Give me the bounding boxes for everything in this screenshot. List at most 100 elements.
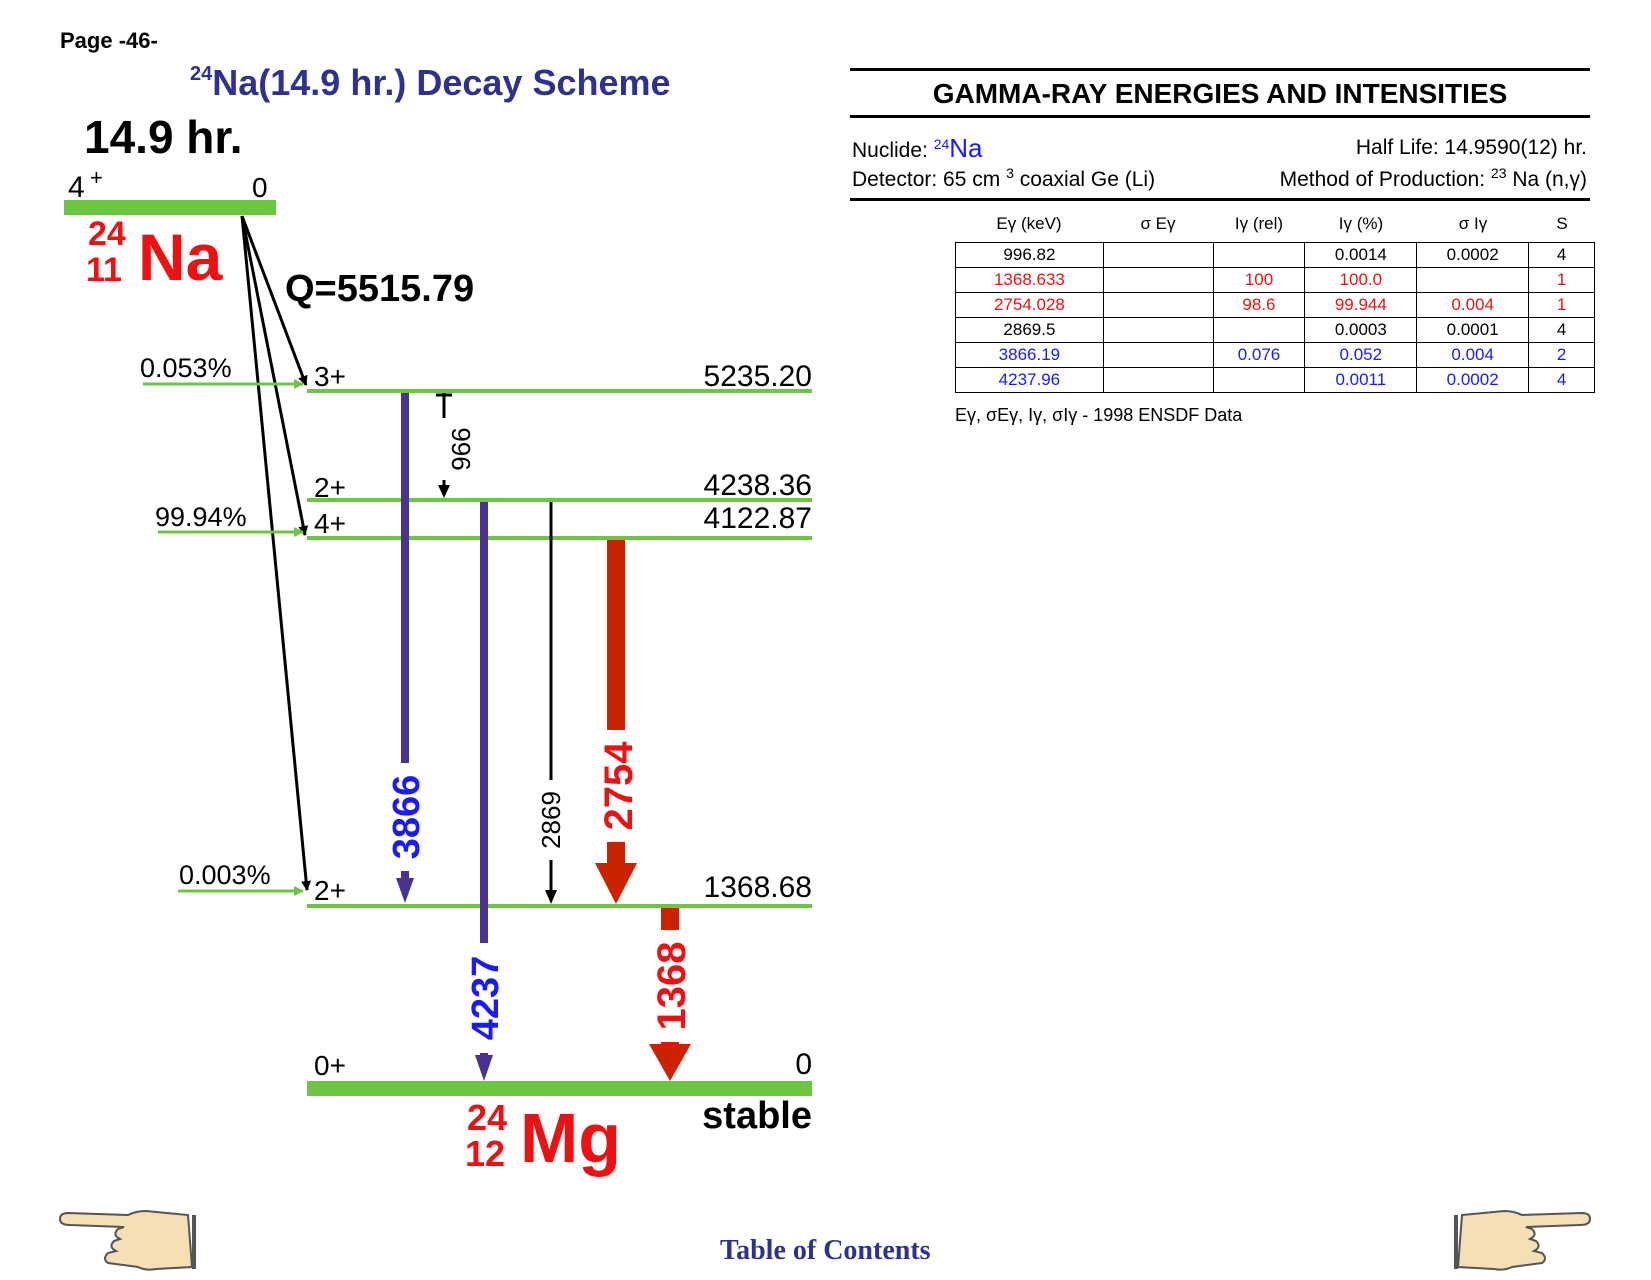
production-label: Method of Production:	[1279, 168, 1491, 191]
parent-energy: 0	[252, 172, 268, 203]
previous-page-button[interactable]	[58, 1205, 198, 1280]
cell-intensity-uncertainty: 0.0001	[1416, 317, 1530, 343]
gamma-2869-label-bg	[536, 780, 566, 860]
gamma-table: 996.82 0.0014 0.0002 4 1368.633 100 100.0 1 2754…	[955, 242, 1595, 393]
cell-intensity-pct: 0.052	[1304, 342, 1418, 368]
level-4238-energy: 4238.36	[704, 469, 812, 502]
cell-energy-uncertainty	[1102, 267, 1214, 293]
cell-energy-uncertainty	[1102, 367, 1214, 393]
detector-type: coaxial Ge (Li)	[1013, 168, 1156, 191]
nuclide-value: 24Na	[933, 133, 983, 163]
q-value: Q=5515.79	[285, 268, 474, 310]
title-nuclide: Na(14.9 hr.)	[212, 62, 407, 103]
cell-intensity-uncertainty	[1416, 267, 1530, 293]
info-bottom-rule	[850, 198, 1590, 201]
header-intensity-pct: Iγ (%)	[1338, 214, 1384, 233]
detector-superscript: 3	[1006, 165, 1014, 181]
table-row: 4237.96 0.0011 0.0002 4	[955, 367, 1595, 393]
level-4122-spin: 4+	[314, 508, 346, 539]
cell-intensity-uncertainty: 0.0002	[1416, 242, 1530, 268]
level-4122	[307, 536, 812, 540]
daughter-mass-number: 24	[467, 1097, 507, 1138]
nuclide-symbol: Na	[949, 133, 983, 163]
header-energy-uncertainty: σ Eγ	[1140, 214, 1176, 233]
decay-scheme-diagram: 14.9 hr. 4 + 0 24 11 Na Q=5515.79 0.053%…	[64, 111, 812, 1177]
decay-scheme-title: 24Na(14.9 hr.) Decay Scheme	[190, 62, 671, 104]
gamma-table-body: 996.82 0.0014 0.0002 4 1368.633 100 100.0 1 2754…	[955, 242, 1595, 393]
ground-spin: 0+	[314, 1050, 346, 1081]
cell-energy: 2869.5	[955, 317, 1104, 343]
gamma-4237-arrowhead	[475, 1055, 493, 1081]
header-intensity-rel: Iγ (rel)	[1234, 214, 1284, 233]
production-info: Method of Production: 23 Na (n,γ)	[1280, 165, 1587, 192]
parent-symbol: Na	[138, 220, 224, 294]
gamma-3866-line	[401, 393, 409, 878]
cell-energy-uncertainty	[1102, 342, 1214, 368]
table-top-rule	[850, 68, 1590, 71]
beta-line-to-5235	[240, 215, 308, 386]
page-number: Page -46-	[60, 28, 158, 53]
gamma-4237-label: 4237	[465, 956, 507, 1041]
cell-energy-uncertainty	[1102, 292, 1214, 318]
header-s: S	[1556, 214, 1568, 233]
beta-line-to-1368	[240, 215, 312, 891]
level-4238	[307, 498, 812, 502]
ground-status: stable	[702, 1095, 812, 1137]
branch-ratio-5235: 0.053%	[140, 353, 232, 383]
branch-ratio-4122: 99.94%	[155, 502, 247, 532]
nuclide-label: Nuclide:	[852, 139, 934, 162]
cell-energy: 996.82	[955, 242, 1104, 268]
gamma-996-arrowhead	[438, 485, 450, 498]
detector-info: Detector: 65 cm 3 coaxial Ge (Li)	[852, 165, 1155, 192]
cell-s: 4	[1528, 367, 1595, 393]
level-5235-spin: 3+	[314, 361, 346, 392]
ground-energy: 0	[795, 1048, 812, 1081]
title-suffix: Decay Scheme	[416, 62, 671, 103]
cell-intensity-pct: 0.0014	[1304, 242, 1418, 268]
table-row: 2869.5 0.0003 0.0001 4	[955, 317, 1595, 343]
header-energy: Eγ (keV)	[996, 214, 1062, 233]
cell-intensity-uncertainty: 0.0002	[1416, 367, 1530, 393]
table-of-contents-link[interactable]: Table of Contents	[720, 1235, 931, 1266]
cell-intensity-rel: 98.6	[1212, 292, 1306, 318]
cell-intensity-rel: 0.076	[1212, 342, 1306, 368]
nuclide-mass: 24	[933, 136, 950, 152]
gamma-3866-arrowhead	[396, 878, 414, 903]
gamma-1368-label-bg	[650, 930, 692, 1042]
cell-energy: 2754.028	[955, 292, 1104, 318]
ground-level	[307, 1081, 812, 1096]
parent-atomic-number: 11	[86, 251, 122, 289]
cell-intensity-rel: 100	[1212, 267, 1306, 293]
cell-energy-uncertainty	[1102, 242, 1214, 268]
daughter-symbol: Mg	[520, 1099, 621, 1177]
branch-ratio-1368: 0.003%	[179, 860, 271, 890]
pointing-hand-left-icon	[58, 1209, 196, 1271]
cell-intensity-uncertainty: 0.004	[1416, 292, 1530, 318]
production-value: Na (n,γ)	[1506, 168, 1587, 191]
parent-spin: 4	[68, 171, 85, 204]
gamma-2869-arrowhead	[545, 890, 557, 904]
pointing-hand-right-icon	[1454, 1209, 1592, 1271]
gamma-2754-label-bg	[597, 730, 639, 842]
detector-text: Detector: 65 cm	[852, 168, 1007, 191]
gamma-4237-line	[480, 502, 488, 1055]
cell-intensity-pct: 99.944	[1304, 292, 1418, 318]
table-row: 3866.19 0.076 0.052 0.004 2	[955, 342, 1595, 368]
cell-s: 2	[1528, 342, 1595, 368]
gamma-2869-label: 2869	[536, 791, 566, 849]
cell-energy: 4237.96	[955, 367, 1104, 393]
cell-s: 4	[1528, 242, 1595, 268]
cell-intensity-pct: 100.0	[1304, 267, 1418, 293]
production-superscript: 23	[1490, 165, 1507, 181]
cell-intensity-rel	[1212, 367, 1306, 393]
next-page-button[interactable]	[1452, 1205, 1592, 1280]
title-mass-number: 24	[190, 63, 213, 85]
gamma-2754-label: 2754	[597, 741, 641, 831]
cell-energy-uncertainty	[1102, 317, 1214, 343]
cell-energy: 1368.633	[955, 267, 1104, 293]
gamma-3866-label: 3866	[386, 775, 428, 860]
gamma-1368-label: 1368	[650, 942, 694, 1031]
parent-spin-sign: +	[90, 165, 103, 190]
header-intensity-uncertainty: σ Iγ	[1458, 214, 1488, 233]
gamma-996-label: 996	[446, 427, 476, 470]
